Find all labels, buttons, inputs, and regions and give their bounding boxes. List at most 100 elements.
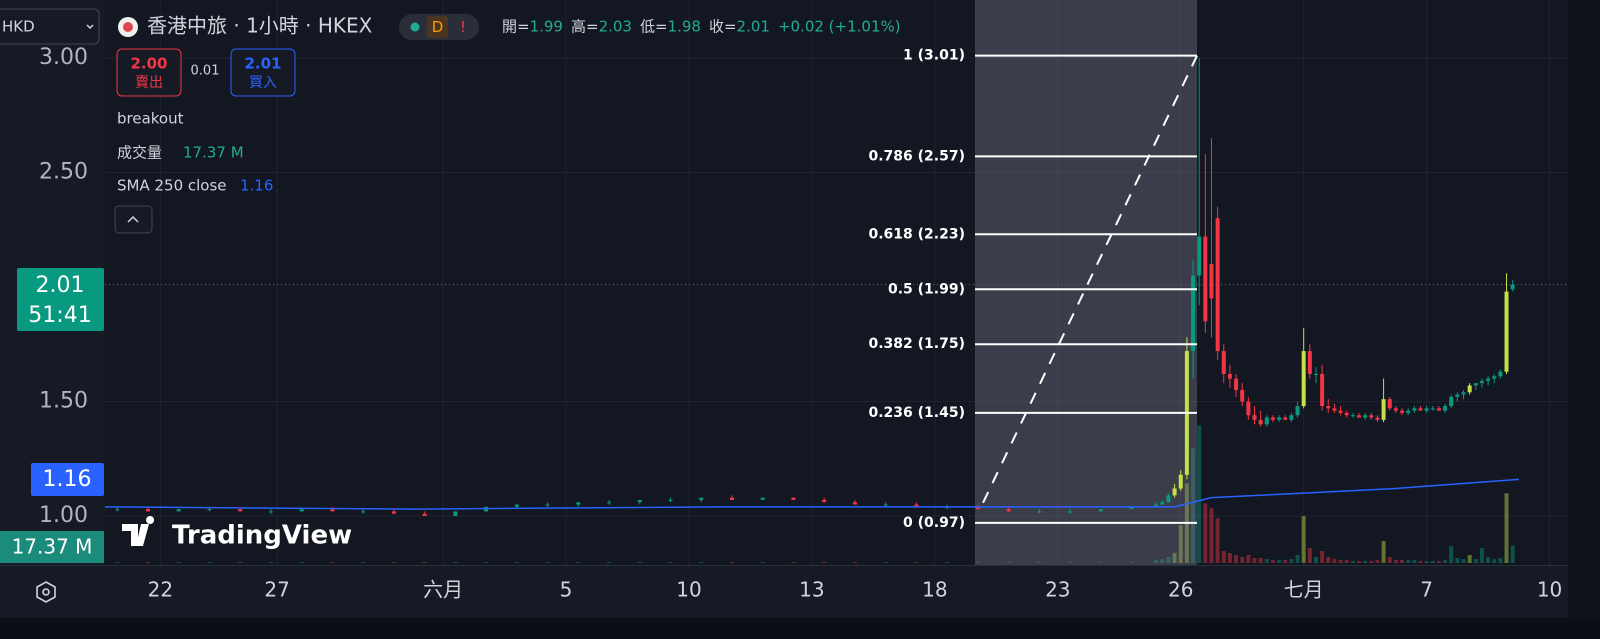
- y-tick-label: 2.50: [39, 159, 88, 184]
- candle-body: [1473, 383, 1478, 386]
- candle-body: [1006, 509, 1011, 512]
- buy-label[interactable]: 買入: [249, 75, 277, 91]
- volume-bar: [1492, 559, 1497, 563]
- x-tick-label: 10: [676, 578, 701, 602]
- volume-bar: [1252, 558, 1257, 563]
- volume-badge: [0, 531, 104, 563]
- alert-text: !: [460, 18, 466, 36]
- candle-body: [1492, 376, 1497, 379]
- candle-body: [1246, 401, 1251, 416]
- dropdown-arrow[interactable]: [86, 24, 94, 30]
- candle-body: [1357, 415, 1361, 418]
- ohlc-value: 1.99: [530, 18, 563, 36]
- settings-icon[interactable]: [36, 581, 56, 603]
- candle-body: [1381, 399, 1386, 420]
- volume-bar: [1375, 560, 1380, 563]
- candle-body: [1412, 408, 1417, 411]
- candle-body: [361, 511, 366, 513]
- candle-body: [1363, 415, 1368, 418]
- axis-separator: [0, 565, 1600, 566]
- collapse-button[interactable]: [114, 205, 153, 234]
- candle-body: [1461, 392, 1466, 395]
- candle-body: [1375, 417, 1380, 420]
- candle-body: [791, 497, 796, 500]
- dropdown-box[interactable]: [0, 8, 100, 45]
- collapse-icon[interactable]: [127, 215, 139, 223]
- candle-body: [1252, 415, 1257, 420]
- symbol-logo-mark: [123, 22, 133, 32]
- candle-body: [637, 499, 642, 503]
- buy-price[interactable]: 2.01: [244, 55, 281, 73]
- volume-bar: [1498, 558, 1503, 563]
- collapse-box[interactable]: [114, 205, 153, 234]
- currency[interactable]: HKD: [2, 18, 35, 36]
- volume-bar: [1209, 508, 1214, 563]
- volume-bar: [822, 562, 827, 564]
- x-tick-label: 26: [1168, 578, 1193, 602]
- watermark-icon: [122, 516, 155, 546]
- candle-body: [1209, 264, 1214, 299]
- candle-body: [1258, 419, 1263, 425]
- volume-bar: [1197, 425, 1202, 563]
- sell-label[interactable]: 賣出: [135, 75, 163, 91]
- settings-button[interactable]: [36, 581, 56, 603]
- candle-body: [1240, 390, 1245, 402]
- candle-body: [422, 513, 427, 516]
- candle-body: [607, 502, 612, 504]
- sell-price[interactable]: 2.00: [130, 55, 167, 73]
- watermark: TradingView: [122, 516, 352, 551]
- buy-button[interactable]: 2.01 買入: [230, 48, 296, 97]
- volume-bar: [207, 562, 212, 564]
- volume-bar: [1449, 546, 1454, 563]
- volume-bar: [1270, 560, 1275, 563]
- x-tick-label: 六月: [423, 578, 463, 602]
- candle-body: [1387, 399, 1392, 409]
- y-tick-label: 3.00: [39, 45, 88, 70]
- volume-bar: [791, 562, 796, 564]
- grid: [105, 0, 1568, 565]
- volume-bar: [330, 562, 335, 564]
- y-tick-label: 1.50: [39, 388, 88, 413]
- volume-badge-value: 17.37 M: [12, 535, 93, 559]
- volume-bar: [1363, 561, 1368, 563]
- volume-bar: [1326, 557, 1331, 563]
- ohlc-legend: 開= 1.99 高= 2.03 低= 1.98 收= 2.01 +0.02 (+1.01%): [502, 18, 901, 36]
- settings-icon-dot[interactable]: [42, 588, 50, 596]
- candle-body: [1393, 408, 1398, 411]
- ohlc-value: 2.03: [599, 18, 632, 36]
- sell-box[interactable]: [116, 48, 182, 97]
- sell-button[interactable]: 2.00 賣出: [116, 48, 182, 97]
- candle-body: [1498, 371, 1503, 377]
- ohlc-change: +0.02 (+1.01%): [778, 18, 901, 36]
- fib-label: 0 (0.97): [903, 515, 965, 531]
- volume-bar: [1006, 562, 1011, 564]
- candle-body: [1098, 509, 1103, 512]
- currency-dropdown[interactable]: HKD: [0, 8, 100, 45]
- volume-bar: [1400, 560, 1405, 563]
- volume-bar: [1486, 557, 1491, 563]
- volume-bar: [852, 562, 857, 564]
- volume-bar: [422, 562, 427, 564]
- buy-box[interactable]: [230, 48, 296, 97]
- candle-body: [1400, 410, 1405, 413]
- volume-bar: [514, 562, 519, 564]
- candle-body: [176, 509, 181, 512]
- volume-bar: [1234, 555, 1239, 563]
- candle-body: [1295, 406, 1300, 416]
- candle-body: [1227, 373, 1232, 379]
- volume-bar: [1387, 557, 1392, 563]
- volume-bar: [1215, 518, 1220, 563]
- candle-body: [730, 497, 734, 500]
- x-tick-label: 13: [799, 578, 824, 602]
- candle-body: [1430, 408, 1435, 410]
- volume-bar: [1350, 561, 1355, 563]
- volume-bar: [668, 562, 673, 564]
- ohlc-label: 高=: [571, 18, 599, 36]
- volume-bar: [1203, 503, 1208, 563]
- candle-body: [1264, 417, 1269, 425]
- candle-body: [1313, 373, 1318, 375]
- volume-bar: [1240, 557, 1245, 563]
- spread: 0.01: [191, 64, 220, 79]
- volume-bar: [453, 562, 458, 564]
- volume-bar: [1178, 525, 1183, 563]
